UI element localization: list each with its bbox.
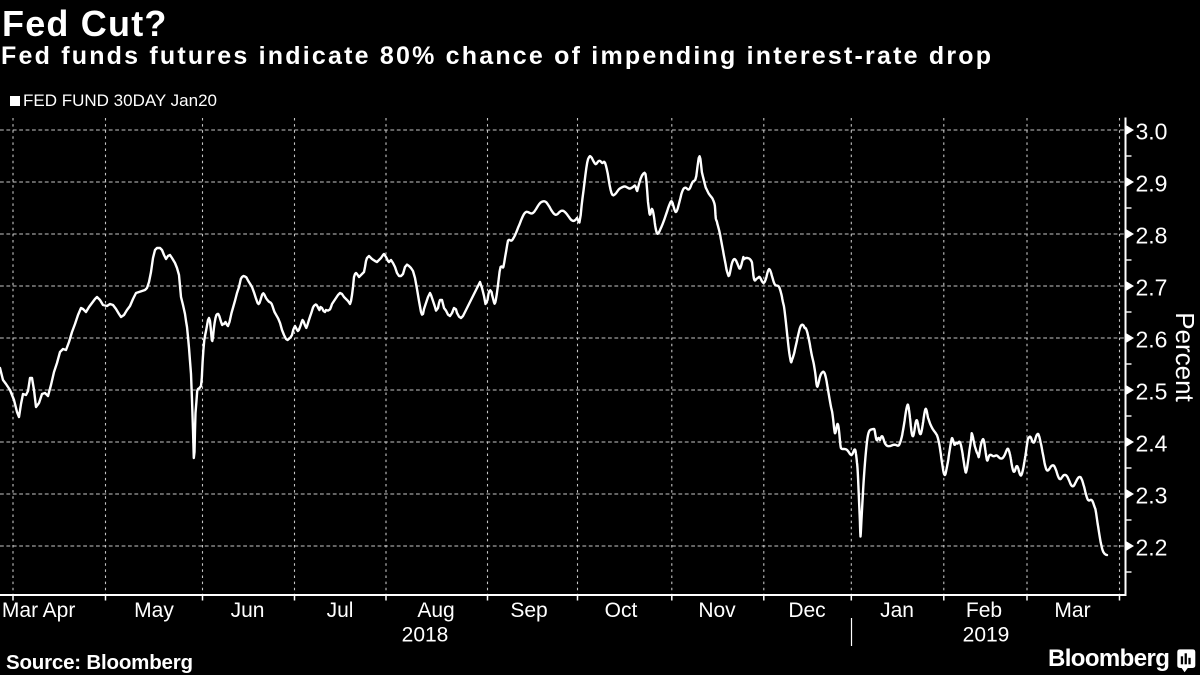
svg-text:2019: 2019 bbox=[963, 624, 1010, 647]
svg-text:3.0: 3.0 bbox=[1136, 119, 1168, 145]
svg-text:Jun: Jun bbox=[231, 599, 265, 622]
svg-text:2.9: 2.9 bbox=[1136, 171, 1168, 197]
svg-text:Feb: Feb bbox=[966, 599, 1002, 622]
svg-text:Mar: Mar bbox=[1054, 599, 1090, 622]
svg-text:2.3: 2.3 bbox=[1136, 483, 1168, 509]
svg-text:2.7: 2.7 bbox=[1136, 275, 1168, 301]
svg-text:Jan: Jan bbox=[880, 599, 914, 622]
svg-text:Oct: Oct bbox=[605, 599, 638, 622]
svg-text:2.2: 2.2 bbox=[1136, 535, 1168, 561]
svg-text:Dec: Dec bbox=[788, 599, 825, 622]
svg-text:Jul: Jul bbox=[327, 599, 354, 622]
svg-text:May: May bbox=[134, 599, 174, 622]
svg-text:Apr: Apr bbox=[43, 599, 76, 622]
svg-text:2.4: 2.4 bbox=[1136, 431, 1168, 457]
svg-text:Sep: Sep bbox=[510, 599, 547, 622]
svg-text:Nov: Nov bbox=[698, 599, 736, 622]
svg-text:2018: 2018 bbox=[402, 624, 449, 647]
svg-text:2.8: 2.8 bbox=[1136, 223, 1168, 249]
svg-text:Mar: Mar bbox=[2, 599, 38, 622]
svg-text:2.6: 2.6 bbox=[1136, 327, 1168, 353]
svg-text:Percent: Percent bbox=[1170, 312, 1200, 402]
svg-text:Aug: Aug bbox=[417, 599, 454, 622]
svg-text:2.5: 2.5 bbox=[1136, 379, 1168, 405]
